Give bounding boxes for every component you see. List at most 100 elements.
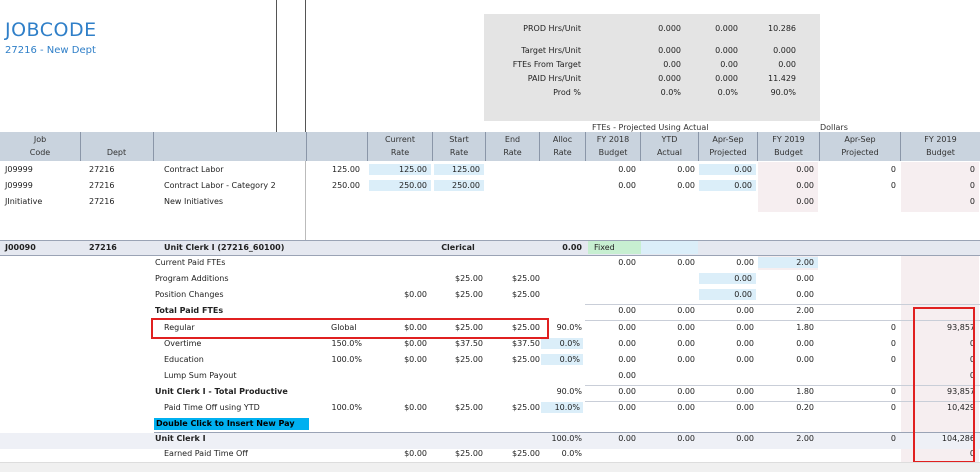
fy2018-budget: 0.00	[618, 323, 636, 332]
table-row[interactable]: Program Additions $25.00 $25.00 0.00 0.0…	[0, 273, 980, 289]
dollars-fy2019: 93,857	[947, 323, 975, 332]
dollars-fy2019: 0	[969, 339, 975, 348]
ytd-actual: 0.00	[677, 306, 695, 315]
col-header-fy2018[interactable]: FY 2018	[596, 135, 630, 144]
alloc-rate-input[interactable]: 10.0%	[541, 402, 583, 413]
prod-summary-panel: PROD Hrs/Unit 0.000 0.000 10.286 Target …	[484, 14, 820, 121]
alloc-rate: 0.0%	[561, 449, 582, 458]
col-header-fy2018-sub[interactable]: Budget	[598, 148, 628, 157]
col-header-aprsep[interactable]: Apr-Sep	[712, 135, 744, 144]
horizontal-scrollbar[interactable]	[0, 462, 980, 472]
col-header-alloc[interactable]: Alloc	[552, 135, 573, 144]
start-rate-input[interactable]: 250.00	[434, 180, 484, 191]
current-rate: $0.00	[404, 355, 427, 364]
alloc-rate-input[interactable]: 0.0%	[541, 338, 583, 349]
ftes-group-label: FTEs - Projected Using Actual	[592, 123, 709, 132]
projected-input[interactable]: 0.00	[699, 289, 756, 300]
col-header-job[interactable]: Job	[33, 135, 47, 144]
section-alloc: 0.00	[562, 243, 582, 252]
section-input[interactable]	[641, 241, 698, 254]
table-row[interactable]: Total Paid FTEs 0.00 0.00 0.00 2.00	[0, 305, 980, 321]
col-header-dollars-aprsep-sub[interactable]: Projected	[841, 148, 879, 157]
table-row[interactable]: Paid Time Off using YTD 100.0% $0.00 $25…	[0, 402, 980, 418]
col-header-dollars-aprsep[interactable]: Apr-Sep	[844, 135, 876, 144]
fy2019-budget: 2.00	[796, 434, 814, 443]
dept: 27216	[89, 181, 115, 190]
dollars-projected: 0	[890, 181, 896, 190]
fy2019-budget: 0.00	[796, 355, 814, 364]
table-row[interactable]: Unit Clerk I 100.0% 0.00 0.00 0.00 2.00 …	[0, 433, 980, 449]
dollars-fy2019: 0	[969, 165, 975, 174]
table-row[interactable]: Position Changes $0.00 $25.00 $25.00 0.0…	[0, 289, 980, 305]
col-header-aprsep-sub[interactable]: Projected	[709, 148, 747, 157]
fy2018-budget: 0.00	[618, 371, 636, 380]
col-header-start[interactable]: Start	[449, 135, 469, 144]
ytd-actual: 0.00	[677, 258, 695, 267]
prod-value: 0.0%	[660, 88, 681, 97]
table-row[interactable]: Overtime 150.0% $0.00 $37.50 $37.50 0.0%…	[0, 338, 980, 354]
row-label: Position Changes	[155, 290, 224, 299]
col-header-fy2019-sub[interactable]: Budget	[774, 148, 803, 157]
col-header-dollars-fy2019[interactable]: FY 2019	[924, 135, 957, 144]
projected: 0.00	[736, 355, 754, 364]
start-rate-input[interactable]: 125.00	[434, 164, 484, 175]
col-header-end[interactable]: End	[504, 135, 521, 144]
projected-input[interactable]: 0.00	[699, 164, 756, 175]
end-rate: $25.00	[512, 274, 540, 283]
section-job-code: J00090	[5, 243, 36, 252]
ytd-actual: 0.00	[677, 181, 695, 190]
jobcode-section-bar[interactable]: J00090 27216 Unit Clerk I (27216_60100) …	[0, 240, 980, 256]
fy2019-budget: 0.00	[796, 197, 814, 206]
ytd-actual: 0.00	[677, 387, 695, 396]
prod-value: 90.0%	[770, 88, 796, 97]
prod-label-2: FTEs From Target	[512, 60, 581, 69]
col-header-dept[interactable]: Dept	[106, 148, 127, 157]
table-row[interactable]: Earned Paid Time Off $0.00 $25.00 $25.00…	[0, 448, 980, 464]
table-row[interactable]: Current Paid FTEs 0.00 0.00 0.00 2.00	[0, 257, 980, 273]
col-header-fy2019[interactable]: FY 2019	[772, 135, 805, 144]
fixed-toggle[interactable]: Fixed	[588, 241, 646, 254]
dept: 27216	[89, 197, 115, 206]
dollars-fy2019: 0	[969, 355, 975, 364]
col-header-ytd[interactable]: YTD	[661, 135, 678, 144]
section-dept: 27216	[89, 243, 117, 252]
column-header-bar: Job Code Dept Current Rate Start Rate En…	[0, 132, 980, 161]
table-row[interactable]: JInitiative 27216 New Initiatives 0.00 0	[0, 196, 980, 212]
table-row[interactable]: J09999 27216 Contract Labor - Category 2…	[0, 180, 980, 196]
current-rate-input[interactable]: 250.00	[369, 180, 431, 191]
col-header-current[interactable]: Current	[384, 135, 416, 144]
table-row[interactable]: Unit Clerk I - Total Productive 90.0% 0.…	[0, 386, 980, 402]
row-label: Current Paid FTEs	[155, 258, 226, 267]
table-row[interactable]: J09999 27216 Contract Labor 125.00 125.0…	[0, 164, 980, 180]
row-label: Earned Paid Time Off	[164, 449, 248, 458]
row-label: Total Paid FTEs	[155, 306, 224, 315]
quantity: 125.00	[332, 165, 360, 174]
col-header-end-sub[interactable]: Rate	[503, 148, 522, 157]
col-header-start-sub[interactable]: Rate	[449, 148, 469, 157]
insert-pay-type-button[interactable]: Double Click to Insert New Pay Type	[154, 418, 309, 440]
current-rate-input[interactable]: 125.00	[369, 164, 431, 175]
alloc-rate-input[interactable]: 0.0%	[541, 354, 583, 365]
col-header-dollars-fy2019-sub[interactable]: Budget	[926, 148, 955, 157]
prod-value: 0.000	[658, 24, 681, 33]
dollars-fy2019-stripe	[901, 162, 979, 212]
job-code: J09999	[5, 165, 33, 174]
table-row[interactable]: Education 100.0% $0.00 $25.00 $25.00 0.0…	[0, 354, 980, 370]
col-header-current-sub[interactable]: Rate	[390, 148, 410, 157]
projected: 0.00	[736, 323, 754, 332]
col-header-job-sub[interactable]: Code	[29, 148, 51, 157]
prod-value: 0.000	[715, 46, 738, 55]
projected: 0.00	[736, 403, 754, 412]
row-label: Overtime	[164, 339, 202, 348]
col-header-ytd-sub[interactable]: Actual	[656, 148, 683, 157]
department-subtitle: 27216 - New Dept	[5, 45, 96, 56]
dollars-fy2019: 104,286	[941, 434, 975, 443]
projected-input[interactable]: 0.00	[699, 180, 756, 191]
dollars-group-label: Dollars	[820, 123, 848, 132]
prod-value: 11.429	[768, 74, 796, 83]
projected-input[interactable]: 0.00	[699, 273, 756, 284]
table-row[interactable]: Regular Global $0.00 $25.00 $25.00 90.0%…	[0, 322, 980, 338]
col-header-alloc-sub[interactable]: Rate	[553, 148, 572, 157]
fy2019-budget-input[interactable]: 2.00	[758, 257, 818, 268]
table-row[interactable]: Lump Sum Payout 0.00 0	[0, 370, 980, 386]
